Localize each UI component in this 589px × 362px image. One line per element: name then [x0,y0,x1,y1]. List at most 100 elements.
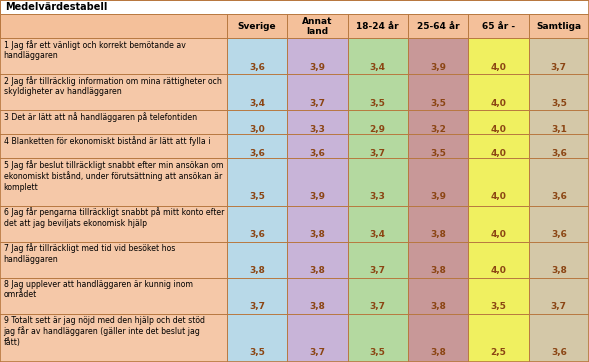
Bar [529,242,589,278]
Bar [468,278,529,314]
Text: 3,1: 3,1 [551,125,567,134]
Text: 3,5: 3,5 [430,98,446,108]
Text: 3,7: 3,7 [370,302,386,311]
Text: 3,3: 3,3 [309,125,325,134]
Text: Medelvärdestabell: Medelvärdestabell [5,2,107,12]
Text: Annat
land: Annat land [302,17,333,36]
Bar [227,74,287,110]
Text: 3,4: 3,4 [249,98,265,108]
Text: 3,6: 3,6 [551,149,567,158]
Bar [287,74,348,110]
Text: 3,8: 3,8 [309,231,325,239]
Text: 4,0: 4,0 [491,63,507,72]
Text: 8 Jag upplever att handläggaren är kunnig inom
området: 8 Jag upplever att handläggaren är kunni… [4,279,193,299]
Text: 3,9: 3,9 [430,63,446,72]
Text: 3,6: 3,6 [551,192,567,201]
Bar [468,134,529,158]
Bar [0,278,227,314]
Bar [348,14,408,38]
Bar [529,110,589,134]
Bar [348,242,408,278]
Text: 3,5: 3,5 [370,348,386,357]
Bar [408,314,468,362]
Bar [468,206,529,242]
Bar [0,38,227,74]
Bar [348,134,408,158]
Bar [348,314,408,362]
Text: 3,7: 3,7 [370,149,386,158]
Bar [227,14,287,38]
Text: 3,4: 3,4 [370,63,386,72]
Bar [0,0,589,14]
Bar [529,74,589,110]
Bar [408,74,468,110]
Bar [408,158,468,206]
Text: 3,2: 3,2 [430,125,446,134]
Bar [227,314,287,362]
Bar [227,134,287,158]
Text: 3,7: 3,7 [551,63,567,72]
Text: 9 Totalt sett är jag nöjd med den hjälp och det stöd
jag får av handläggaren (gä: 9 Totalt sett är jag nöjd med den hjälp … [4,316,204,347]
Bar [348,206,408,242]
Text: 6 Jag får pengarna tillräckligt snabbt på mitt konto efter
det att jag beviljats: 6 Jag får pengarna tillräckligt snabbt p… [4,208,224,228]
Bar [468,74,529,110]
Bar [0,14,227,38]
Bar [348,110,408,134]
Text: 18-24 år: 18-24 år [356,22,399,31]
Bar [468,242,529,278]
Text: 3,5: 3,5 [430,149,446,158]
Text: 3,3: 3,3 [370,192,386,201]
Bar [348,278,408,314]
Text: Sverige: Sverige [237,22,276,31]
Text: 3,8: 3,8 [309,302,325,311]
Text: 7 Jag får tillräckligt med tid vid besöket hos
handläggaren: 7 Jag får tillräckligt med tid vid besök… [4,244,175,264]
Text: 4,0: 4,0 [491,231,507,239]
Bar [0,206,227,242]
Text: 3 Det är lätt att nå handläggaren på telefontiden: 3 Det är lätt att nå handläggaren på tel… [4,112,197,122]
Bar [0,110,227,134]
Bar [0,134,227,158]
Bar [408,14,468,38]
Text: 2 Jag får tillräcklig information om mina rättigheter och
skyldigheter av handlä: 2 Jag får tillräcklig information om min… [4,76,221,96]
Text: 4,0: 4,0 [491,149,507,158]
Bar [529,158,589,206]
Bar [468,14,529,38]
Text: 3,7: 3,7 [551,302,567,311]
Bar [287,278,348,314]
Bar [529,206,589,242]
Bar [408,110,468,134]
Text: 1 Jag får ett vänligt och korrekt bemötande av
handläggaren: 1 Jag får ett vänligt och korrekt bemöta… [4,40,186,60]
Text: 4,0: 4,0 [491,98,507,108]
Bar [287,14,348,38]
Bar [529,38,589,74]
Bar [408,38,468,74]
Bar [529,134,589,158]
Bar [0,158,227,206]
Text: 4,0: 4,0 [491,266,507,275]
Bar [468,110,529,134]
Text: 3,7: 3,7 [370,266,386,275]
Bar [227,278,287,314]
Text: 3,6: 3,6 [551,348,567,357]
Bar [468,38,529,74]
Text: 3,6: 3,6 [249,149,265,158]
Bar [287,206,348,242]
Bar [468,314,529,362]
Text: 4,0: 4,0 [491,192,507,201]
Text: 3,6: 3,6 [249,231,265,239]
Text: 3,6: 3,6 [551,231,567,239]
Bar [348,38,408,74]
Bar [468,158,529,206]
Text: 3,8: 3,8 [430,302,446,311]
Text: 2,5: 2,5 [491,348,507,357]
Text: 4,0: 4,0 [491,125,507,134]
Bar [529,278,589,314]
Text: 3,7: 3,7 [309,98,325,108]
Text: 5 Jag får beslut tillräckligt snabbt efter min ansökan om
ekonomiskt bistånd, un: 5 Jag får beslut tillräckligt snabbt eft… [4,160,223,192]
Bar [0,14,589,38]
Text: Samtliga: Samtliga [536,22,581,31]
Bar [348,158,408,206]
Text: 3,6: 3,6 [309,149,325,158]
Text: 2,9: 2,9 [370,125,386,134]
Bar [529,314,589,362]
